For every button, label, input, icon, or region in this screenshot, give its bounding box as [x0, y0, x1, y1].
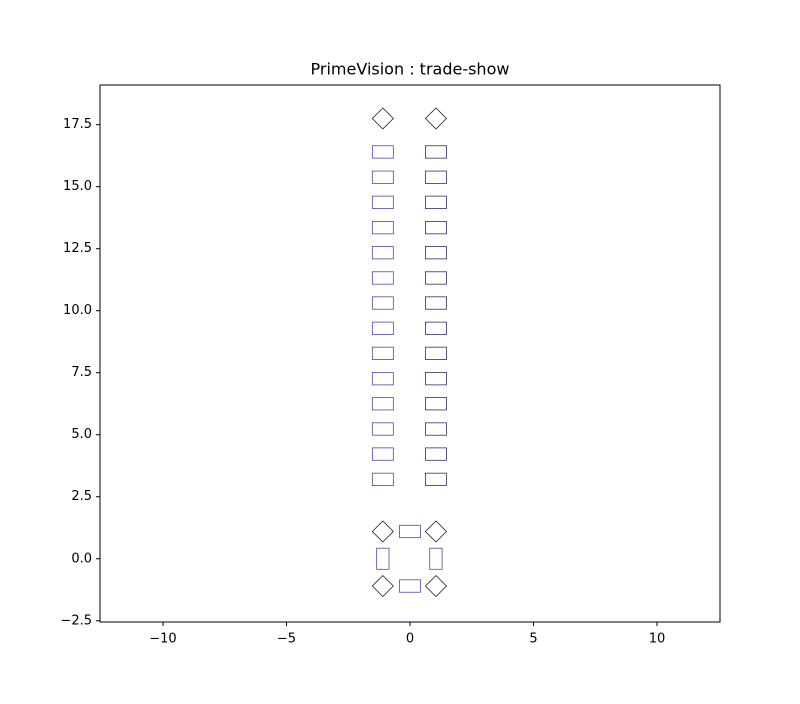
y-tick-label: −2.5	[60, 613, 92, 628]
booth	[371, 107, 394, 130]
y-tick-label: 12.5	[63, 241, 92, 256]
booth	[371, 447, 394, 461]
booth	[425, 422, 447, 436]
booth	[371, 321, 394, 335]
y-tick-label: 10.0	[63, 303, 92, 318]
booth	[399, 524, 421, 539]
booth	[371, 397, 394, 411]
y-tick-label: 0.0	[71, 551, 92, 566]
booth	[425, 145, 447, 159]
booth	[424, 107, 448, 130]
booth	[371, 195, 394, 209]
booth	[376, 547, 390, 570]
booth	[425, 246, 447, 260]
booth	[371, 472, 394, 486]
booth	[371, 346, 394, 360]
y-tick-label: 5.0	[71, 427, 92, 442]
booth	[371, 422, 394, 436]
booth	[425, 346, 447, 360]
booth	[371, 296, 394, 310]
x-tick-label: 5	[529, 632, 537, 647]
booth	[371, 221, 394, 235]
booth	[425, 195, 447, 209]
plot-frame	[99, 84, 721, 623]
booth	[371, 145, 394, 159]
booth	[399, 579, 421, 593]
booth	[425, 221, 447, 235]
x-tick-label: 10	[649, 632, 666, 647]
booth	[371, 574, 394, 598]
booth	[425, 321, 447, 335]
booth	[371, 170, 394, 184]
booth	[424, 574, 448, 598]
booth	[424, 520, 448, 543]
x-tick-label: −5	[277, 632, 296, 647]
x-tick-label: 0	[406, 632, 414, 647]
y-tick-label: 15.0	[63, 179, 92, 194]
x-tick-label: −10	[149, 632, 176, 647]
booth	[371, 246, 394, 260]
booth	[371, 520, 394, 543]
booth	[371, 271, 394, 285]
y-tick-label: 7.5	[71, 365, 92, 380]
booth	[425, 447, 447, 461]
booth	[425, 296, 447, 310]
booth	[425, 372, 447, 386]
booth	[429, 547, 443, 570]
y-tick-label: 2.5	[71, 489, 92, 504]
booth	[425, 472, 447, 486]
y-tick-label: 17.5	[63, 117, 92, 132]
booth	[425, 170, 447, 184]
chart-title: PrimeVision : trade-show	[311, 60, 510, 79]
booth	[425, 271, 447, 285]
booth	[425, 397, 447, 411]
booth	[371, 372, 394, 386]
